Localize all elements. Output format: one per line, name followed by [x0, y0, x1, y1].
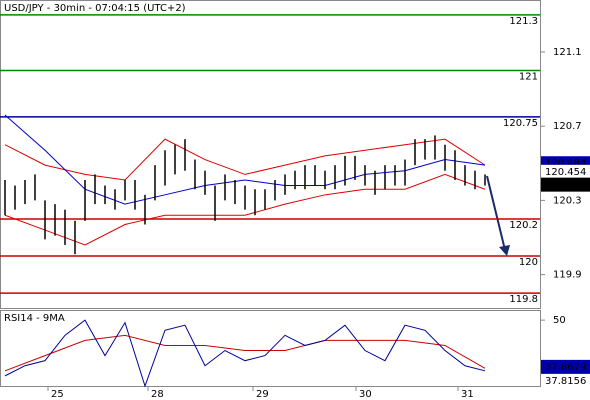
rsi-ma-line — [4, 334, 486, 372]
level-label: 120.75 — [503, 118, 538, 129]
rsi-tag — [541, 374, 590, 388]
rsi-tag-label: 37.8156 — [545, 376, 586, 387]
level-label: 119.8 — [509, 294, 538, 305]
price-tag-label: 120.401 — [545, 180, 586, 191]
indicator-line — [4, 138, 486, 181]
rsi-line — [4, 319, 486, 388]
y-tick-label: 119.9 — [553, 270, 582, 281]
x-tick-label: 25 — [51, 389, 64, 400]
forecast-arrowhead — [499, 245, 510, 256]
rsi-panel — [0, 310, 541, 387]
rsi-tick-label: 50 — [553, 315, 566, 326]
x-tick-label: 31 — [461, 389, 474, 400]
price-panel — [0, 0, 541, 309]
level-label: 121.3 — [509, 16, 538, 27]
level-label: 120.2 — [509, 220, 538, 231]
price-tag-label: 120.454 — [545, 167, 586, 178]
forecast-arrow — [486, 175, 506, 251]
chart-title: USD/JPY - 30min - 07:04:15 (UTC+2) — [4, 3, 186, 14]
x-tick-label: 28 — [151, 389, 164, 400]
rsi-title: RSI14 - 9MA — [4, 313, 65, 324]
price-tag — [541, 177, 590, 192]
level-label: 121 — [519, 72, 538, 83]
y-tick-label: 120.3 — [553, 195, 582, 206]
y-tick-label: 120.7 — [553, 121, 582, 132]
indicator-line — [4, 173, 486, 246]
y-tick-label: 121.1 — [553, 47, 582, 58]
rsi-tag-label: 37.8679 — [545, 362, 586, 373]
rsi-tag — [541, 359, 590, 374]
x-tick-label: 30 — [359, 389, 372, 400]
x-tick-label: 29 — [256, 389, 269, 400]
level-label: 120 — [519, 257, 538, 268]
price-tag-label: 120.484 — [545, 158, 586, 169]
price-tag — [541, 164, 590, 179]
